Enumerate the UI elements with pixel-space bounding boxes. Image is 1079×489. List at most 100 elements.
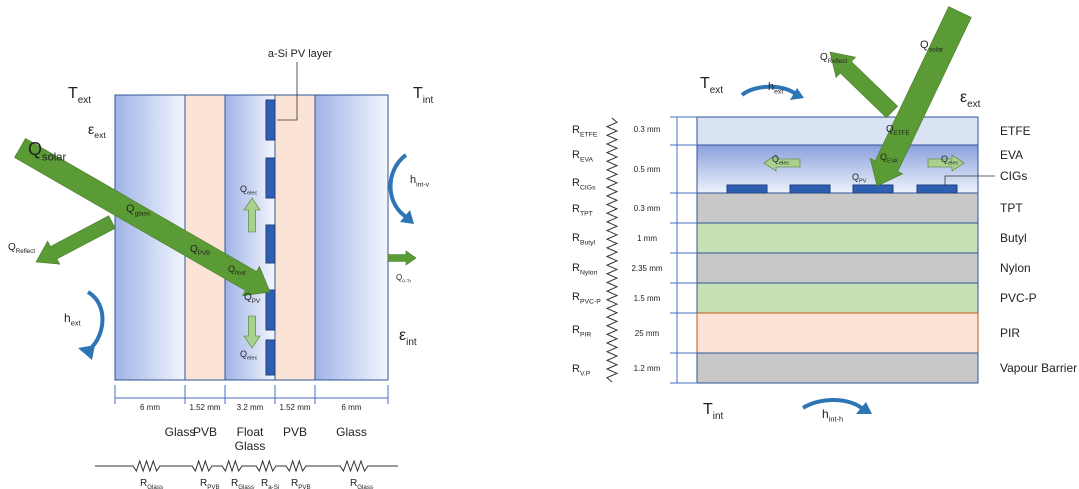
symbol-main: Q (820, 52, 828, 63)
symbol-main: Q (8, 242, 16, 253)
symbol: hext (64, 311, 82, 328)
symbol-main: T (413, 85, 423, 102)
pv-cell (265, 339, 276, 376)
symbol: RGlass (350, 478, 373, 489)
pv-cell (265, 157, 276, 199)
layer-name: TPT (1000, 201, 1023, 215)
symbol-sub: PVC-P (580, 298, 601, 305)
symbol-sub: ext (71, 319, 82, 328)
symbol: εext (960, 89, 981, 110)
symbol: QReflect (8, 242, 35, 255)
symbol-sub: a-Si (268, 484, 279, 489)
symbol-main: ε (960, 89, 967, 106)
resistor-network (605, 117, 619, 383)
symbol-sub: int-v (416, 181, 429, 188)
symbol: Tint (413, 85, 433, 106)
symbol-sub: EVA (887, 159, 898, 165)
thickness-label: 0.5 mm (634, 165, 661, 174)
symbol-sub: Nylon (580, 269, 598, 276)
symbol: QReflect (820, 52, 847, 65)
thickness-label: 1 mm (637, 234, 657, 243)
symbol: Qsolar (28, 139, 66, 163)
symbol-main: ε (88, 121, 94, 137)
layer (696, 192, 979, 224)
pv-cell (265, 224, 276, 264)
layer (696, 282, 979, 314)
symbol-main: ε (399, 327, 406, 344)
pv-cell (265, 289, 276, 331)
symbol-sub: Glass (357, 484, 373, 489)
convection-arrow (84, 290, 105, 354)
resistor-network (95, 459, 398, 473)
layer (696, 222, 979, 254)
symbol-main: R (572, 262, 580, 274)
layer (696, 252, 979, 284)
thickness-label: 25 mm (635, 329, 660, 338)
flow-arrow (14, 138, 271, 297)
symbol-sub: Reflect (16, 248, 36, 255)
symbol-sub: ext (94, 130, 106, 140)
symbol-sub: int (406, 337, 417, 348)
symbol: Q0-Tr (396, 273, 411, 284)
symbol: Text (700, 75, 723, 96)
symbol-sub: elec (247, 356, 257, 362)
pv-cell (852, 184, 894, 194)
symbol: QPV (244, 292, 261, 305)
layer-name: Vapour Barrier (1000, 361, 1077, 375)
symbol-sub: int (423, 95, 434, 106)
symbol: RButyl (572, 232, 596, 246)
symbol: QPVB (190, 244, 210, 257)
convection-head (78, 345, 95, 360)
symbol: RNylon (572, 262, 598, 276)
symbol-main: R (291, 478, 298, 489)
symbol-main: R (572, 203, 580, 215)
symbol: QPV (852, 172, 867, 185)
symbol-main: Q (228, 264, 235, 274)
symbol-sub: PVB (198, 250, 210, 257)
symbol-main: h (768, 81, 774, 93)
symbol-main: R (572, 149, 580, 161)
symbol-sub: Glass (147, 484, 163, 489)
pv-cell (916, 184, 958, 194)
symbol-sub: ext (78, 95, 91, 106)
symbol-sub: ext (774, 88, 783, 95)
symbol-main: R (231, 478, 238, 489)
symbol: RTPT (572, 203, 593, 217)
symbol: hext (768, 81, 783, 95)
leader-line (944, 175, 995, 186)
symbol-sub: PVB (298, 484, 310, 489)
symbol-sub: 0-Tr (402, 278, 411, 284)
thickness-label: 3.2 mm (237, 403, 264, 412)
symbol-sub: CIGs (580, 184, 596, 191)
symbol-sub: V.P (580, 370, 591, 377)
convection-arrow (740, 84, 799, 97)
layer-name: Butyl (1000, 231, 1027, 245)
symbol-main: R (572, 177, 580, 189)
symbol: Qelec (772, 154, 789, 167)
layer-name: CIGs (1000, 169, 1027, 183)
layer-name: Glass (336, 425, 367, 439)
thickness-label: 1.2 mm (634, 364, 661, 373)
symbol-sub: ext (967, 99, 980, 110)
symbol-main: h (64, 311, 71, 325)
convection-head (856, 402, 872, 414)
layer-name: ETFE (1000, 124, 1031, 138)
symbol-sub: ext (710, 85, 723, 96)
flow-arrow (243, 197, 261, 233)
symbol: REVA (572, 149, 594, 163)
symbol-sub: int (713, 411, 724, 422)
layer (696, 116, 979, 146)
symbol-sub: PIR (580, 331, 591, 338)
thickness-label: 1.52 mm (279, 403, 310, 412)
layer-name: Glass (235, 439, 266, 453)
layer-name: EVA (1000, 148, 1023, 162)
symbol: RPVC-P (572, 291, 601, 305)
symbol: QEVA (880, 152, 898, 165)
thickness-label: 6 mm (342, 403, 362, 412)
leader-line (277, 62, 298, 121)
symbol: Qglass (126, 203, 151, 217)
symbol-main: T (700, 75, 710, 92)
layer-name: PVC-P (1000, 291, 1037, 305)
symbol-main: Q (852, 172, 859, 182)
